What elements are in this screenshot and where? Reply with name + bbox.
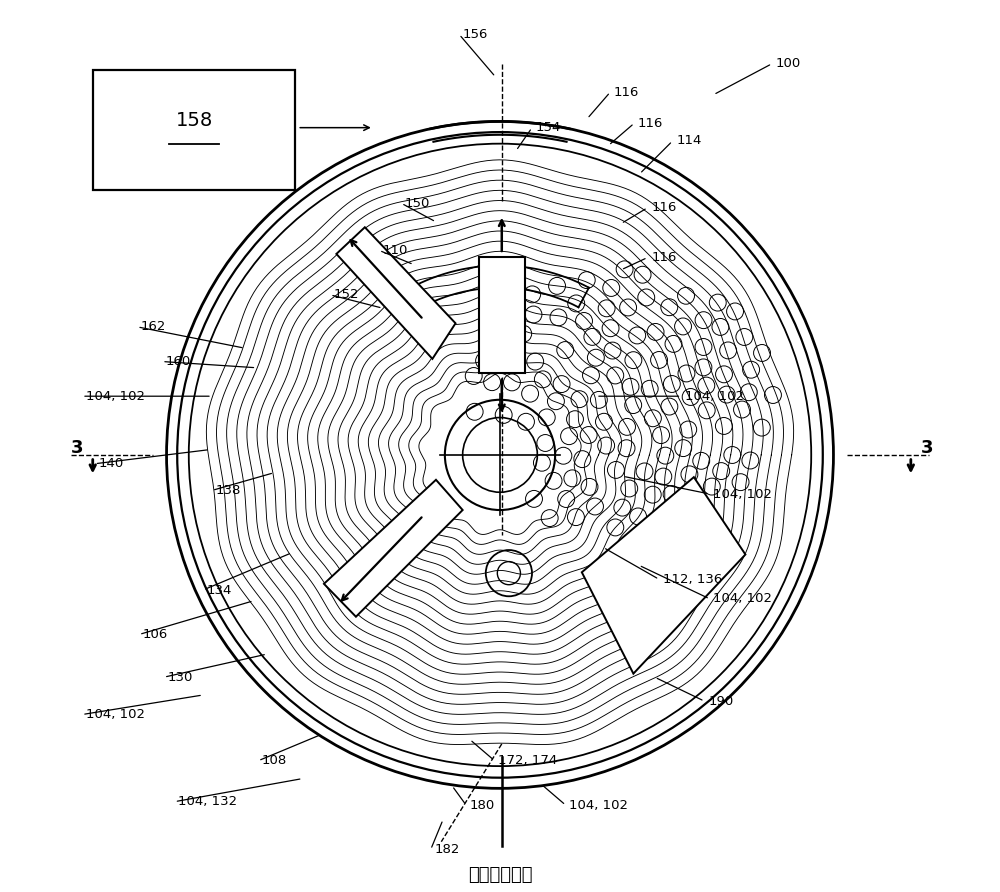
Text: 104, 102: 104, 102 xyxy=(569,798,628,812)
Text: 104, 102: 104, 102 xyxy=(685,390,744,402)
Text: 150: 150 xyxy=(405,197,430,210)
Text: 104, 132: 104, 132 xyxy=(178,795,237,808)
Bar xyxy=(93,70,295,190)
Polygon shape xyxy=(336,227,456,359)
Text: 116: 116 xyxy=(651,251,677,264)
Text: 116: 116 xyxy=(614,86,639,99)
Text: 来自纤维束源: 来自纤维束源 xyxy=(468,865,532,884)
Text: 182: 182 xyxy=(434,843,460,856)
Text: 134: 134 xyxy=(207,583,232,597)
Text: 190: 190 xyxy=(708,695,733,707)
Text: 156: 156 xyxy=(463,28,488,41)
Text: 140: 140 xyxy=(98,458,123,470)
Text: 172, 174: 172, 174 xyxy=(498,755,557,767)
Text: 112, 136: 112, 136 xyxy=(663,573,722,586)
Text: 104, 102: 104, 102 xyxy=(713,488,772,500)
Text: 3: 3 xyxy=(70,439,83,457)
Text: 116: 116 xyxy=(638,117,663,129)
Text: 104, 102: 104, 102 xyxy=(86,390,145,402)
Bar xyxy=(479,258,525,373)
Text: 3: 3 xyxy=(921,439,933,457)
Text: 100: 100 xyxy=(776,57,801,70)
Text: 180: 180 xyxy=(470,798,495,812)
Text: 104, 102: 104, 102 xyxy=(86,708,145,721)
Text: 108: 108 xyxy=(262,755,287,767)
Text: 104, 102: 104, 102 xyxy=(713,592,772,606)
Text: 106: 106 xyxy=(143,628,168,641)
Polygon shape xyxy=(324,480,463,616)
Text: 160: 160 xyxy=(166,355,191,368)
Text: 116: 116 xyxy=(651,202,677,214)
Polygon shape xyxy=(582,477,745,673)
Text: 138: 138 xyxy=(215,484,241,497)
Text: 114: 114 xyxy=(676,135,701,147)
Text: 162: 162 xyxy=(141,320,166,334)
Text: 154: 154 xyxy=(536,121,561,134)
Text: 110: 110 xyxy=(383,244,408,257)
Text: 158: 158 xyxy=(175,112,213,130)
Text: 130: 130 xyxy=(167,671,193,683)
Text: 152: 152 xyxy=(334,288,359,301)
